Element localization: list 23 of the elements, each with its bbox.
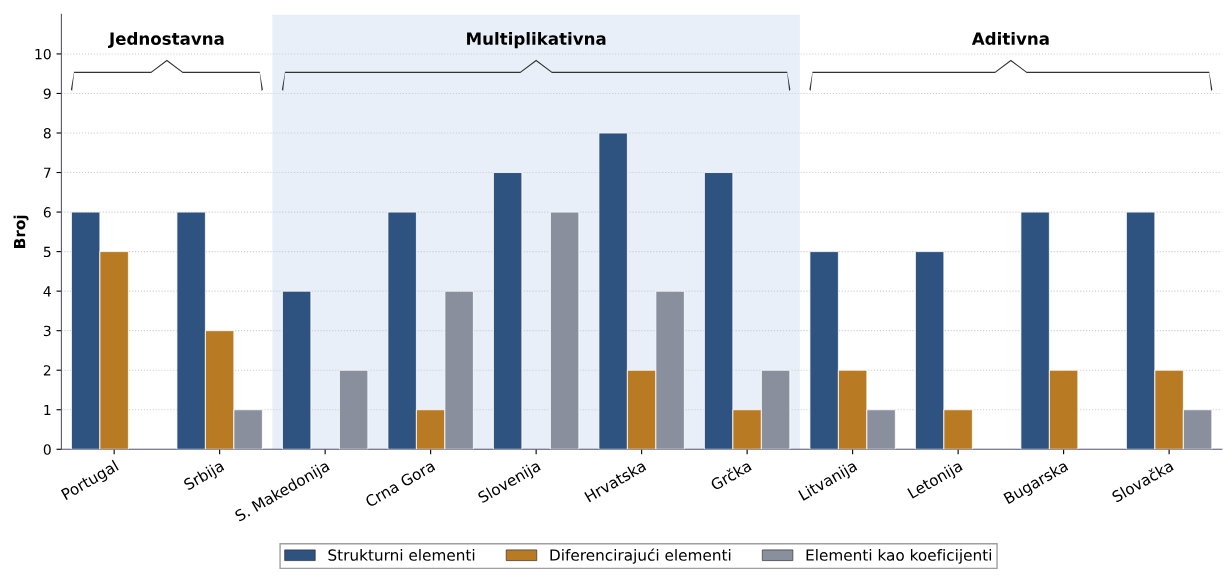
bar (338, 369, 369, 450)
annotation: Jednostavna (108, 32, 224, 49)
x-tick-label: Crna Gora (364, 459, 436, 508)
y-tick-label: 7 (43, 167, 51, 178)
band-label: Multiplikativna (467, 32, 606, 49)
bar (281, 290, 312, 450)
y-tick-label: 8 (43, 127, 51, 139)
bar (549, 211, 580, 450)
annotation: Aditivna (971, 32, 1049, 45)
y-tick-label: 1 (44, 404, 51, 416)
legend-label: Strukturni elementi (328, 548, 475, 561)
legend-label: Elementi kao koeficijenti (806, 548, 992, 564)
y-tick-label: 4 (43, 286, 51, 297)
y-tick-label: 9 (43, 88, 51, 99)
y-axis-title: Broj (13, 215, 29, 248)
y-tick-label: 5 (43, 246, 51, 258)
y-tick-label: 10 (35, 48, 51, 60)
bar (492, 172, 523, 450)
y-tick-label: 0 (43, 444, 51, 455)
legend-label: Diferencirajući elementi (550, 548, 731, 564)
y-tick-label: 3 (43, 325, 51, 337)
y-tick-label: 2 (43, 365, 51, 376)
y-tick-label: 6 (43, 207, 51, 218)
